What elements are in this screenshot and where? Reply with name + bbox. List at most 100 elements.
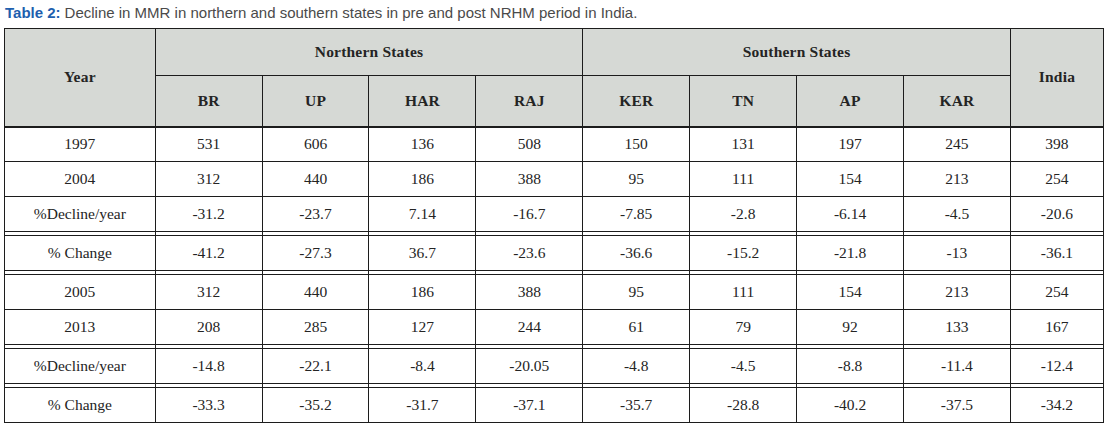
table-row-decline-post: %Decline/year -14.8 -22.1 -8.4 -20.05 -4… (5, 349, 1104, 384)
data-cell: -14.8 (155, 349, 262, 384)
data-cell: 127 (369, 310, 476, 345)
row-header: 2004 (5, 162, 156, 197)
col-header-ap: AP (797, 76, 904, 127)
data-cell: 254 (1010, 275, 1103, 310)
data-cell: 167 (1010, 310, 1103, 345)
data-cell: -4.5 (690, 349, 797, 384)
data-cell: -21.8 (797, 236, 904, 271)
data-cell: 312 (155, 275, 262, 310)
data-cell: -23.6 (476, 236, 583, 271)
data-cell: 95 (583, 275, 690, 310)
data-cell: -11.4 (904, 349, 1011, 384)
data-cell: -8.8 (797, 349, 904, 384)
data-cell: 36.7 (369, 236, 476, 271)
data-cell: -33.3 (155, 388, 262, 423)
data-cell: -35.2 (262, 388, 369, 423)
table-caption-text: Decline in MMR in northern and southern … (65, 4, 638, 21)
data-cell: 92 (797, 310, 904, 345)
row-header: %Decline/year (5, 349, 156, 384)
col-header-kar: KAR (904, 76, 1011, 127)
row-header: %Decline/year (5, 197, 156, 232)
col-header-br: BR (155, 76, 262, 127)
table-row-decline-pre: %Decline/year -31.2 -23.7 7.14 -16.7 -7.… (5, 197, 1104, 232)
table-row-2013: 2013 208 285 127 244 61 79 92 133 167 (5, 310, 1104, 345)
data-cell: 154 (797, 275, 904, 310)
row-header: 1997 (5, 127, 156, 162)
col-header-year: Year (5, 29, 156, 127)
table-row-change-pre: % Change -41.2 -27.3 36.7 -23.6 -36.6 -1… (5, 236, 1104, 271)
table-caption: Table 2:Decline in MMR in northern and s… (5, 3, 1104, 23)
data-cell: -36.1 (1010, 236, 1103, 271)
data-cell: 197 (797, 127, 904, 162)
data-cell: -16.7 (476, 197, 583, 232)
data-cell: 531 (155, 127, 262, 162)
data-cell: 7.14 (369, 197, 476, 232)
data-cell: 388 (476, 162, 583, 197)
col-header-raj: RAJ (476, 76, 583, 127)
data-cell: 61 (583, 310, 690, 345)
data-cell: -20.05 (476, 349, 583, 384)
data-cell: -8.4 (369, 349, 476, 384)
data-cell: 388 (476, 275, 583, 310)
data-cell: 154 (797, 162, 904, 197)
data-cell: 285 (262, 310, 369, 345)
data-cell: -37.1 (476, 388, 583, 423)
data-cell: 111 (690, 275, 797, 310)
mmr-decline-table: Year Northern States Southern States Ind… (4, 28, 1104, 423)
data-cell: -22.1 (262, 349, 369, 384)
data-cell: 186 (369, 275, 476, 310)
data-cell: 508 (476, 127, 583, 162)
data-cell: -4.8 (583, 349, 690, 384)
data-cell: -20.6 (1010, 197, 1103, 232)
table-row-change-post: % Change -33.3 -35.2 -31.7 -37.1 -35.7 -… (5, 388, 1104, 423)
data-cell: 136 (369, 127, 476, 162)
data-cell: -13 (904, 236, 1011, 271)
data-cell: 213 (904, 275, 1011, 310)
data-cell: -27.3 (262, 236, 369, 271)
data-cell: -37.5 (904, 388, 1011, 423)
col-group-southern-states: Southern States (583, 29, 1011, 76)
data-cell: 440 (262, 275, 369, 310)
data-cell: 398 (1010, 127, 1103, 162)
data-cell: 79 (690, 310, 797, 345)
paper-table-figure: Table 2:Decline in MMR in northern and s… (0, 0, 1108, 423)
data-cell: 254 (1010, 162, 1103, 197)
data-cell: -35.7 (583, 388, 690, 423)
data-cell: 111 (690, 162, 797, 197)
data-cell: -12.4 (1010, 349, 1103, 384)
data-cell: -31.2 (155, 197, 262, 232)
data-cell: 244 (476, 310, 583, 345)
data-cell: -34.2 (1010, 388, 1103, 423)
table-row-2004: 2004 312 440 186 388 95 111 154 213 254 (5, 162, 1104, 197)
data-cell: 186 (369, 162, 476, 197)
data-cell: -15.2 (690, 236, 797, 271)
data-cell: 312 (155, 162, 262, 197)
data-cell: -31.7 (369, 388, 476, 423)
row-header: 2013 (5, 310, 156, 345)
data-cell: -41.2 (155, 236, 262, 271)
col-group-northern-states: Northern States (155, 29, 583, 76)
row-header: % Change (5, 388, 156, 423)
data-cell: -28.8 (690, 388, 797, 423)
data-cell: -23.7 (262, 197, 369, 232)
col-header-india: India (1010, 29, 1103, 127)
data-cell: 131 (690, 127, 797, 162)
data-cell: 133 (904, 310, 1011, 345)
data-cell: 150 (583, 127, 690, 162)
data-cell: -4.5 (904, 197, 1011, 232)
data-cell: -40.2 (797, 388, 904, 423)
data-cell: -36.6 (583, 236, 690, 271)
data-cell: -2.8 (690, 197, 797, 232)
data-cell: 213 (904, 162, 1011, 197)
data-cell: 245 (904, 127, 1011, 162)
row-header: % Change (5, 236, 156, 271)
data-cell: 95 (583, 162, 690, 197)
table-row-2005: 2005 312 440 186 388 95 111 154 213 254 (5, 275, 1104, 310)
table-row-1997: 1997 531 606 136 508 150 131 197 245 398 (5, 127, 1104, 162)
col-header-up: UP (262, 76, 369, 127)
data-cell: -6.14 (797, 197, 904, 232)
data-cell: 440 (262, 162, 369, 197)
col-header-tn: TN (690, 76, 797, 127)
col-header-har: HAR (369, 76, 476, 127)
data-cell: 606 (262, 127, 369, 162)
